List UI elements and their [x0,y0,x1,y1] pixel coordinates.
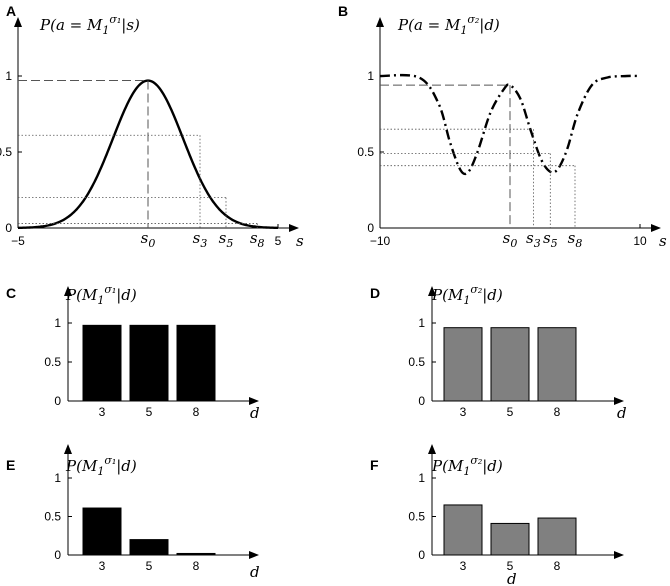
panel-d-y-tick-label: 0.5 [408,355,425,369]
panel-d-bar-3 [443,327,483,402]
panel-f-bar-5 [490,522,530,556]
panel-c-x-tick-label-3: 3 [99,405,106,419]
panel-c-bar-3 [82,324,122,402]
panel-c-x-tick-label-8: 8 [193,405,200,419]
panel-b-marker-label-s3: s3 [526,229,541,250]
panel-c-x-tick-label-5: 5 [146,405,153,419]
panel-b-marker-label-s8: s8 [568,229,583,250]
panel-letter-a: A [6,3,16,19]
panel-c-y-tick-label: 0.5 [44,355,61,369]
panel-b-marker-label-s5: s5 [543,229,558,250]
panel-letter-f: F [370,457,379,473]
panel-b-y-tick-label: 1 [367,69,374,83]
panel-a-title: P(a = M1σ₁|s) [39,13,140,37]
panel-e-bar-8 [176,552,216,556]
panel-d-y-tick-label: 0 [418,394,425,408]
panel-b-marker-label-s0: s0 [503,229,518,250]
panel-a-x-tick-label: −5 [11,234,25,248]
panel-b-xlabel: s [659,232,667,250]
panel-letter-c: C [6,285,16,301]
panel-e-y-tick-label: 0.5 [44,510,61,524]
panel-d-x-tick-label-3: 3 [460,405,467,419]
panel-a-xlabel: s [296,232,304,250]
panel-d-x-tick-label-5: 5 [507,405,514,419]
panel-e-y-tick-label: 1 [54,471,61,485]
panel-f-bar-8 [537,517,577,556]
panel-a-marker-label-s0: s0 [141,229,156,250]
panel-c-bar-8 [176,324,216,402]
panel-f-y-tick-label: 0 [418,548,425,562]
panel-d-title: P(M1σ₂|d) [431,283,503,307]
panel-a-marker-label-s8: s8 [250,229,265,250]
panel-f-y-tick-label: 0.5 [408,510,425,524]
panel-e-bar-3 [82,507,122,556]
panel-e-xlabel: d [250,563,260,581]
panel-b-y-tick-label: 0.5 [357,145,374,159]
plots-layer: 00.51−55s0s3s5s800.51−1010s0s3s5s800.513… [0,17,661,573]
panel-f-title: P(M1σ₂|d) [431,454,503,478]
panel-d-bar-8 [537,327,577,402]
panel-letter-d: D [370,285,380,301]
panel-f-xlabel: d [507,570,517,586]
panel-a-marker-label-s5: s5 [219,229,234,250]
panel-d-y-tick-label: 1 [418,316,425,330]
panel-c-title: P(M1σ₁|d) [65,283,137,307]
panel-letter-b: B [338,3,348,19]
panel-f-x-tick-label-8: 8 [554,559,561,573]
panel-e-x-tick-label-3: 3 [99,559,106,573]
panel-b-title: P(a = M1σ₂|d) [397,13,500,37]
panel-f-x-tick-label-3: 3 [460,559,467,573]
panel-c-xlabel: d [250,404,260,422]
panel-e-x-tick-label-5: 5 [146,559,153,573]
panel-letter-e: E [6,457,15,473]
panel-a-y-tick-label: 1 [5,69,12,83]
panel-a-y-tick-label: 0.5 [0,145,12,159]
panel-d-bar-5 [490,327,530,402]
panel-d-xlabel: d [617,404,627,422]
panel-a-x-tick-label: 5 [275,234,282,248]
panel-c-y-tick-label: 0 [54,394,61,408]
panel-c-bar-5 [129,324,169,402]
panel-f-x-tick-label-5: 5 [507,559,514,573]
panel-f-y-tick-label: 1 [418,471,425,485]
panel-a-y-tick-label: 0 [5,221,12,235]
panel-b-y-tick-label: 0 [367,221,374,235]
panel-a-marker-label-s3: s3 [193,229,208,250]
panel-d-x-tick-label-8: 8 [554,405,561,419]
panel-e-bar-5 [129,539,169,556]
panel-b-x-tick-label: 10 [633,234,647,248]
panel-b-x-tick-label: −10 [370,234,391,248]
panel-e-x-tick-label-8: 8 [193,559,200,573]
panel-e-title: P(M1σ₁|d) [65,454,137,478]
panel-b-curve [379,73,641,176]
panel-f-bar-3 [443,504,483,556]
panel-c-y-tick-label: 1 [54,316,61,330]
panel-e-y-tick-label: 0 [54,548,61,562]
